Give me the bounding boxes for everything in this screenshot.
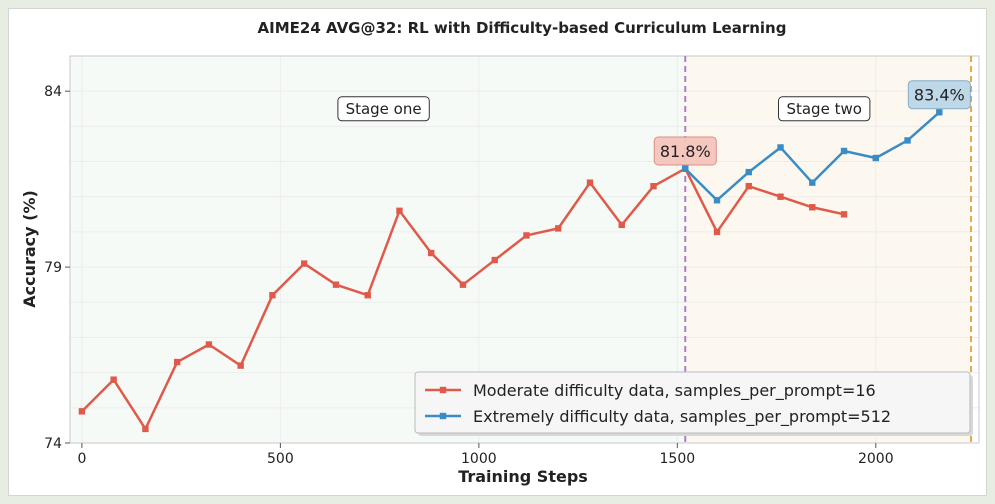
data-point <box>555 225 562 232</box>
data-point <box>618 221 625 229</box>
chart-svg: AIME24 AVG@32: RL with Difficulty-based … <box>20 19 980 486</box>
data-point <box>777 144 784 151</box>
data-point <box>237 362 244 369</box>
legend-swatch-marker <box>439 412 447 420</box>
data-point <box>78 408 86 415</box>
data-point <box>840 147 848 155</box>
legend-label: Moderate difficulty data, samples_per_pr… <box>473 381 876 401</box>
data-point <box>840 211 848 218</box>
data-point <box>459 281 467 288</box>
data-point <box>173 358 181 366</box>
x-tick-label: 1500 <box>660 451 696 467</box>
data-point <box>364 292 371 299</box>
data-point <box>269 292 276 299</box>
data-point <box>491 256 498 264</box>
data-point <box>745 168 752 176</box>
data-point <box>777 193 784 200</box>
plot-area: 0 500 1000 1500 2000 74 79 84 Stage one Stage two… <box>44 55 980 467</box>
data-point <box>872 154 879 162</box>
legend-label: Extremely difficulty data, samples_per_p… <box>473 407 891 427</box>
data-point <box>713 228 721 236</box>
value-annotation-box <box>653 136 717 166</box>
data-point <box>428 249 435 257</box>
data-point <box>142 425 149 433</box>
data-point <box>936 109 943 116</box>
value-annotation: 81.8% <box>660 142 711 161</box>
x-axis-label: Training Steps <box>458 467 588 486</box>
data-point <box>682 165 689 172</box>
data-point <box>586 179 594 186</box>
y-tick-label: 74 <box>44 436 62 452</box>
stage-label-box <box>337 96 430 122</box>
x-tick-label: 500 <box>267 451 294 467</box>
data-point <box>205 341 213 348</box>
data-point <box>332 281 340 288</box>
x-tick-label: 1000 <box>461 451 497 467</box>
data-point <box>713 197 721 204</box>
data-point <box>904 137 911 144</box>
x-tick-label: 2000 <box>858 451 894 467</box>
y-tick-label: 79 <box>44 260 62 276</box>
data-point <box>396 207 403 214</box>
data-point <box>523 232 530 239</box>
stage-label: Stage two <box>786 100 861 118</box>
chart-title: AIME24 AVG@32: RL with Difficulty-based … <box>258 19 787 37</box>
stage-label-box <box>777 96 871 122</box>
chart-frame: AIME24 AVG@32: RL with Difficulty-based … <box>8 8 987 496</box>
value-annotation-box <box>907 80 971 110</box>
stage-label: Stage one <box>346 100 422 118</box>
legend-swatch-marker <box>439 386 447 394</box>
plot-border <box>69 55 980 444</box>
value-annotation: 83.4% <box>914 86 965 105</box>
data-point <box>650 182 657 190</box>
x-tick-label: 0 <box>77 451 86 467</box>
data-point <box>300 260 308 267</box>
data-point <box>809 204 816 211</box>
data-point <box>110 376 117 383</box>
data-point <box>809 179 816 186</box>
legend-box <box>414 371 971 434</box>
y-axis-label: Accuracy (%) <box>20 190 39 308</box>
data-point <box>745 182 752 190</box>
y-tick-label: 84 <box>44 84 62 100</box>
